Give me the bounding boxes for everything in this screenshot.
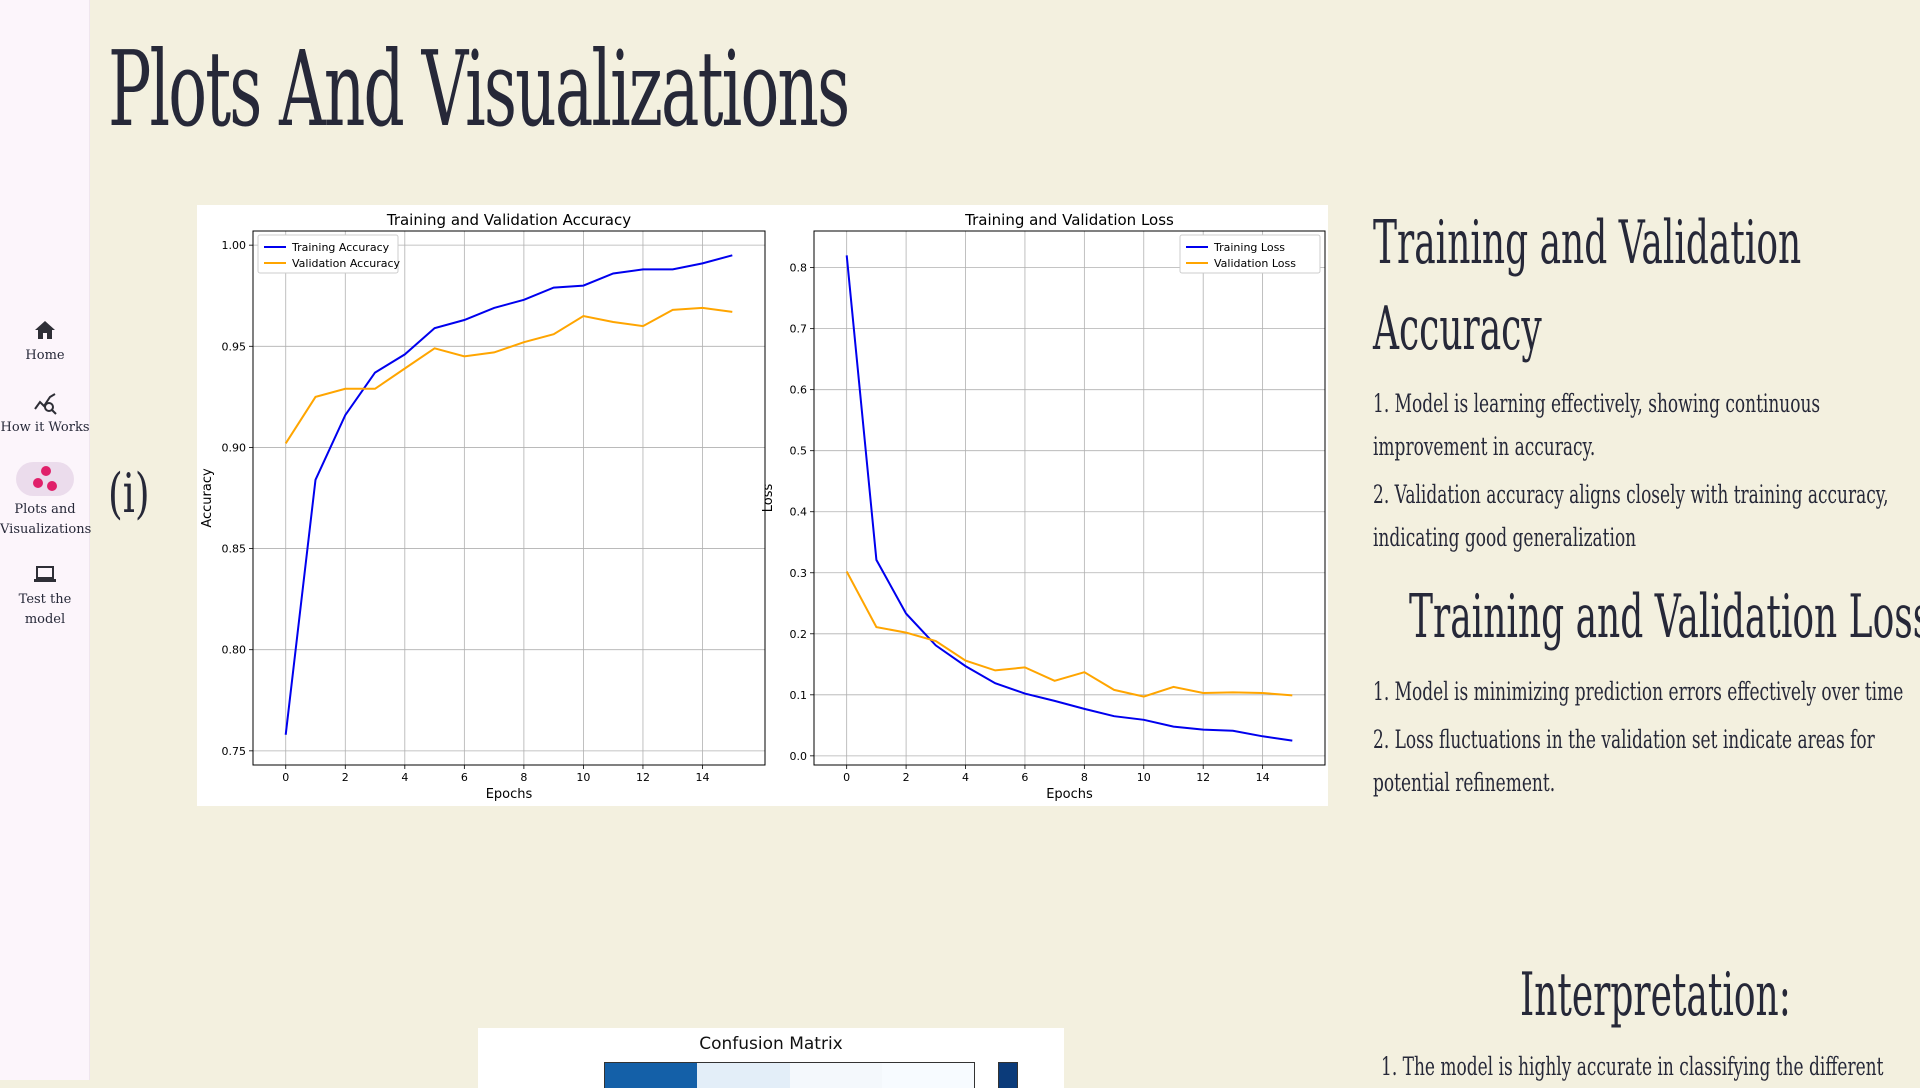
- x-tick-label: 2: [903, 771, 910, 784]
- legend-label: Training Loss: [1213, 241, 1285, 254]
- series-line: [284, 254, 733, 735]
- x-tick-label: 14: [695, 771, 709, 784]
- legend-label: Validation Accuracy: [292, 257, 401, 270]
- sidebar-item-home[interactable]: Home: [0, 318, 90, 366]
- x-tick-label: 10: [1137, 771, 1151, 784]
- x-tick-label: 6: [1021, 771, 1028, 784]
- x-tick-label: 4: [401, 771, 408, 784]
- confusion-matrix-cell: [697, 1063, 790, 1088]
- y-tick-label: 0.6: [790, 384, 808, 397]
- y-tick-label: 0.5: [790, 445, 808, 458]
- x-axis-label: Epochs: [1046, 787, 1093, 802]
- confusion-matrix-colorbar: [998, 1062, 1018, 1088]
- accuracy-point: 2. Validation accuracy aligns closely wi…: [1373, 480, 1889, 509]
- y-tick-label: 0.90: [222, 441, 247, 454]
- accuracy-heading: Accuracy: [1373, 294, 1542, 364]
- interpretation-heading: Interpretation:: [1520, 960, 1791, 1030]
- legend-box: [257, 234, 399, 274]
- plot-frame: [252, 230, 766, 766]
- confusion-matrix-title: Confusion Matrix: [699, 1034, 843, 1054]
- scatter-dots-icon: [16, 462, 74, 496]
- chart-search-icon: [34, 393, 57, 415]
- y-tick-label: 1.00: [222, 239, 247, 252]
- page-title: Plots And Visualizations: [108, 28, 850, 150]
- y-tick-label: 0.95: [222, 340, 247, 353]
- x-tick-label: 8: [520, 771, 527, 784]
- confusion-matrix-figure: Confusion Matrix: [478, 1028, 1064, 1088]
- loss-point: 1. Model is minimizing prediction errors…: [1373, 677, 1904, 706]
- loss-heading: Training and Validation Loss:: [1409, 582, 1920, 652]
- sidebar-item-label: How it Works: [0, 420, 90, 435]
- sidebar-item-label: Plots and: [14, 502, 76, 517]
- y-axis-label: Accuracy: [200, 468, 215, 528]
- legend-box: [1179, 234, 1321, 274]
- chart-title: Training and Validation Accuracy: [386, 211, 631, 229]
- laptop-icon: [34, 566, 56, 582]
- sidebar-item-label: Test the: [18, 592, 72, 607]
- sidebar: Home How it Works Plots and Visualizatio…: [0, 0, 92, 1080]
- loss-point: 2. Loss fluctuations in the validation s…: [1373, 725, 1875, 754]
- confusion-matrix-cell: [605, 1063, 698, 1088]
- confusion-matrix-cell: [789, 1063, 882, 1088]
- interpretation-point: 1. The model is highly accurate in class…: [1381, 1052, 1884, 1081]
- y-axis-label: Loss: [761, 484, 776, 513]
- sidebar-item-test-the-model[interactable]: Test the model: [0, 562, 90, 630]
- legend-label: Training Accuracy: [291, 241, 390, 254]
- sidebar-item-label: model: [24, 612, 66, 627]
- loss-point: potential refinement.: [1373, 768, 1556, 797]
- y-tick-label: 0.8: [790, 262, 808, 275]
- y-tick-label: 0.7: [790, 323, 808, 336]
- x-tick-label: 14: [1256, 771, 1270, 784]
- accuracy-point: 1. Model is learning effectively, showin…: [1373, 389, 1821, 418]
- sidebar-item-how-it-works[interactable]: How it Works: [0, 390, 90, 438]
- y-tick-label: 0.3: [790, 567, 808, 580]
- y-tick-label: 0.75: [222, 745, 247, 758]
- x-tick-label: 2: [342, 771, 349, 784]
- plot-frame: [813, 230, 1326, 766]
- series-line: [284, 306, 733, 444]
- series-line: [845, 255, 1293, 742]
- sidebar-item-label: Visualizations: [0, 522, 92, 537]
- accuracy-point: indicating good generalization: [1373, 523, 1637, 552]
- x-tick-label: 12: [636, 771, 650, 784]
- y-tick-label: 0.4: [790, 506, 808, 519]
- y-tick-label: 0.1: [790, 689, 808, 702]
- x-tick-label: 8: [1081, 771, 1088, 784]
- series-line: [845, 571, 1293, 698]
- home-icon: [35, 321, 55, 339]
- x-tick-label: 10: [576, 771, 590, 784]
- section-marker: (i): [108, 462, 150, 525]
- training-plots-figure: 0 2 4 6 8 10 12 14 0.75 0.80 0.85 0.90 0.95 1.00 Train…: [197, 205, 1328, 806]
- confusion-matrix-cell: [881, 1063, 974, 1088]
- x-tick-label: 4: [962, 771, 969, 784]
- y-tick-label: 0.2: [790, 628, 808, 641]
- y-tick-label: 0.0: [790, 750, 808, 763]
- y-tick-label: 0.80: [222, 644, 247, 657]
- chart-title: Training and Validation Loss: [964, 211, 1174, 229]
- x-tick-label: 0: [843, 771, 850, 784]
- accuracy-point: improvement in accuracy.: [1373, 432, 1596, 461]
- x-tick-label: 12: [1196, 771, 1210, 784]
- legend-label: Validation Loss: [1214, 257, 1296, 270]
- accuracy-heading: Training and Validation: [1373, 208, 1802, 278]
- x-tick-label: 0: [282, 771, 289, 784]
- training-plots-svg: 0 2 4 6 8 10 12 140.750.800.850.900.951.00Train…: [200, 211, 1326, 802]
- x-tick-label: 6: [461, 771, 468, 784]
- y-tick-label: 0.85: [222, 543, 247, 556]
- sidebar-item-label: Home: [25, 348, 65, 363]
- x-axis-label: Epochs: [486, 787, 533, 802]
- sidebar-item-plots-and-visualizations[interactable]: Plots and Visualizations: [0, 462, 92, 540]
- confusion-matrix-grid: [604, 1062, 975, 1088]
